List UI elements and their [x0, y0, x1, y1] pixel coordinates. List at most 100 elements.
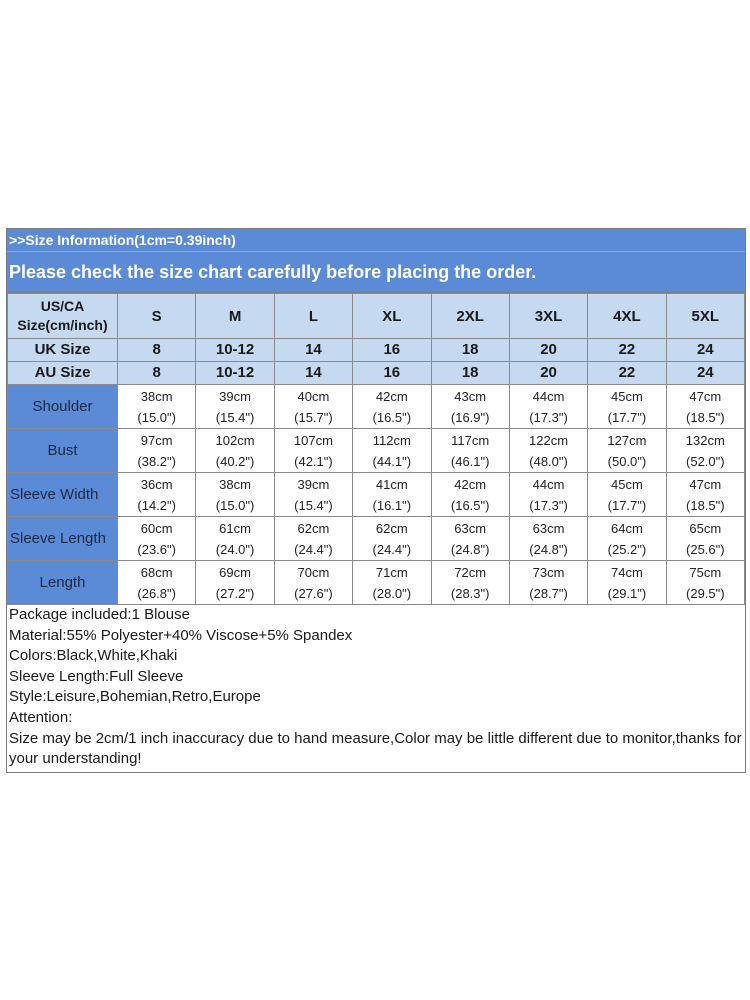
inch-value: (15.4"): [215, 409, 255, 425]
alt-size-label: UK Size: [7, 338, 118, 362]
size-label: XL: [352, 293, 432, 339]
inch-value: (15.4"): [294, 497, 333, 513]
inch-value: (16.1"): [372, 497, 412, 513]
measurement-cell: 44cm (17.3"): [508, 472, 589, 517]
cm-value: 117cm: [451, 432, 490, 448]
inch-value: (48.0"): [529, 453, 568, 469]
measurement-cell: 36cm (14.2"): [116, 472, 197, 517]
measurement-cell: 65cm (25.6"): [665, 516, 746, 561]
alt-size-value: 8: [116, 338, 197, 362]
alt-size-value: 18: [430, 361, 510, 385]
inch-value: (24.8"): [450, 541, 490, 557]
measurement-cell: 102cm (40.2"): [195, 428, 275, 473]
cm-value: 71cm: [375, 564, 408, 580]
alt-size-value: 22: [587, 361, 667, 385]
measurement-row: Bust 97cm (38.2") 102cm (40.2") 107cm (42.1") 1…: [7, 428, 746, 473]
cm-value: 42cm: [454, 476, 487, 492]
measurement-label: Sleeve Length: [7, 516, 118, 561]
cm-value: 43cm: [454, 388, 487, 404]
product-notes: Package included:1 Blouse Material:55% Po…: [7, 605, 745, 772]
alt-size-value: 10-12: [195, 338, 275, 362]
inch-value: (24.8"): [529, 541, 568, 557]
size-info-banner: >>Size Information(1cm=0.39inch): [7, 229, 745, 252]
size-label: 5XL: [665, 293, 746, 339]
size-label: 4XL: [587, 293, 667, 339]
measurement-cell: 42cm (16.5"): [352, 384, 432, 429]
size-table: US/CA Size(cm/inch) S M L XL 2XL 3XL 4XL 5XL UK S…: [7, 293, 746, 605]
inch-value: (28.3"): [450, 585, 490, 601]
inch-value: (29.1"): [607, 585, 647, 601]
measurement-cell: 43cm (16.9"): [430, 384, 510, 429]
inch-value: (28.7"): [529, 585, 568, 601]
alt-size-value: 24: [665, 338, 746, 362]
alt-size-value: 8: [116, 361, 197, 385]
measurement-cell: 45cm (17.7"): [587, 384, 667, 429]
inch-value: (25.2"): [607, 541, 647, 557]
cm-value: 47cm: [689, 388, 722, 404]
inch-value: (24.4"): [294, 541, 333, 557]
measurement-cell: 117cm (46.1"): [430, 428, 510, 473]
inch-value: (15.0"): [137, 409, 176, 425]
measurement-cell: 38cm (15.0"): [116, 384, 197, 429]
cm-value: 73cm: [532, 564, 565, 580]
inch-value: (17.7"): [607, 497, 647, 513]
cm-value: 60cm: [140, 520, 173, 536]
measurement-label: Bust: [7, 428, 118, 473]
inch-value: (46.1"): [450, 453, 490, 469]
cm-value: 45cm: [611, 388, 643, 404]
size-chart: >>Size Information(1cm=0.39inch) Please …: [6, 228, 746, 773]
inch-value: (42.1"): [294, 453, 333, 469]
alt-size-value: 14: [273, 361, 354, 385]
measurement-cell: 47cm (18.5"): [665, 384, 746, 429]
cm-value: 44cm: [532, 476, 565, 492]
measurement-cell: 68cm (26.8"): [116, 560, 197, 605]
measurement-cell: 63cm (24.8"): [430, 516, 510, 561]
cm-value: 75cm: [689, 564, 722, 580]
measurement-row: Shoulder 38cm (15.0") 39cm (15.4") 40cm (15.7"…: [7, 384, 746, 429]
note-line: Material:55% Polyester+40% Viscose+5% Sp…: [9, 626, 353, 644]
measurement-row: Sleeve Width 36cm (14.2") 38cm (15.0") 39cm (1…: [7, 472, 746, 517]
measurement-cell: 39cm (15.4"): [195, 384, 275, 429]
inch-value: (50.0"): [607, 453, 647, 469]
inch-value: (27.2"): [215, 585, 255, 601]
measurement-cell: 127cm (50.0"): [587, 428, 667, 473]
cm-value: 102cm: [215, 432, 255, 448]
inch-value: (18.5"): [686, 497, 725, 513]
measurement-cell: 60cm (23.6"): [116, 516, 197, 561]
inch-value: (24.0"): [215, 541, 255, 557]
note-line: Attention:: [9, 708, 73, 726]
measurement-row: Sleeve Length 60cm (23.6") 61cm (24.0") 62cm (…: [7, 516, 746, 561]
measurement-label: Length: [7, 560, 118, 605]
alt-size-value: 18: [430, 338, 510, 362]
cm-value: 65cm: [689, 520, 722, 536]
note-line: Size may be 2cm/1 inch inaccuracy due to…: [9, 729, 742, 768]
inch-value: (15.0"): [215, 497, 255, 513]
inch-value: (25.6"): [686, 541, 725, 557]
cm-value: 42cm: [375, 388, 408, 404]
inch-value: (17.7"): [607, 409, 647, 425]
measurement-cell: 38cm (15.0"): [195, 472, 275, 517]
inch-value: (29.5"): [686, 585, 725, 601]
measurement-cell: 45cm (17.7"): [587, 472, 667, 517]
inch-value: (15.7"): [294, 409, 333, 425]
cm-value: 63cm: [454, 520, 487, 536]
alt-size-label: AU Size: [7, 361, 118, 385]
cm-value: 62cm: [297, 520, 330, 536]
measurement-label: Sleeve Width: [7, 472, 118, 517]
note-line: Package included:1 Blouse: [9, 606, 190, 623]
cm-value: 47cm: [689, 476, 722, 492]
inch-value: (27.6"): [294, 585, 333, 601]
cm-value: 45cm: [611, 476, 643, 492]
cm-value: 62cm: [375, 520, 408, 536]
note-line: Sleeve Length:Full Sleeve: [9, 667, 184, 685]
measurement-cell: 42cm (16.5"): [430, 472, 510, 517]
order-warning-banner: Please check the size chart carefully be…: [7, 252, 745, 293]
cm-value: 127cm: [607, 432, 647, 448]
alt-size-value: 24: [665, 361, 746, 385]
measurement-cell: 112cm (44.1"): [352, 428, 432, 473]
inch-value: (38.2"): [137, 453, 176, 469]
size-table-body: US/CA Size(cm/inch) S M L XL 2XL 3XL 4XL 5XL UK S…: [7, 293, 746, 605]
size-label: 2XL: [430, 293, 510, 339]
measurement-cell: 40cm (15.7"): [273, 384, 354, 429]
cm-value: 132cm: [685, 432, 725, 448]
